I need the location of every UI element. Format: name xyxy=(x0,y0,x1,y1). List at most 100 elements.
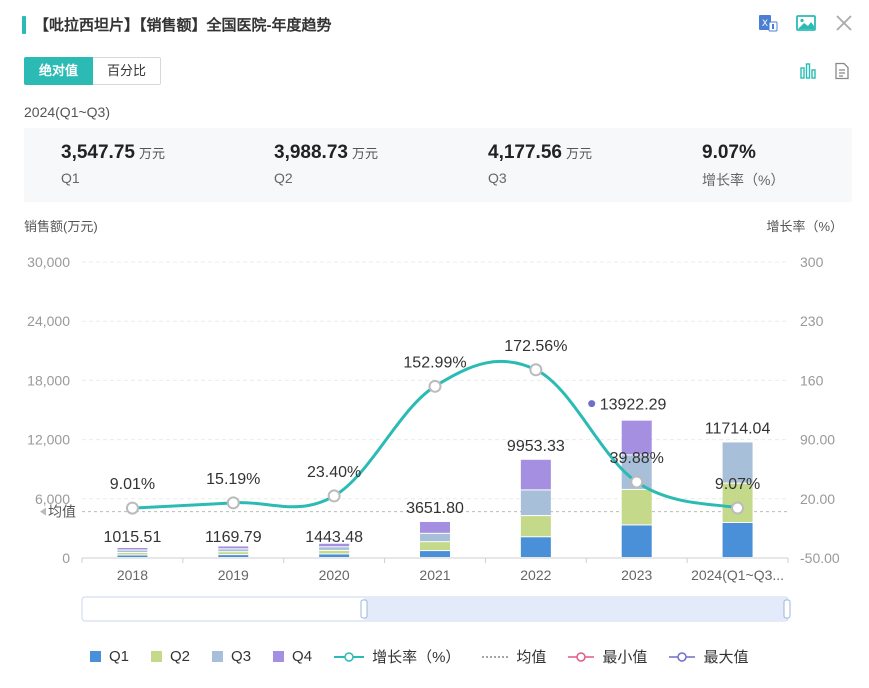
stats-panel: 3,547.75 万元 Q1 3,988.73 万元 Q2 4,177.56 万元 Q… xyxy=(24,128,852,202)
min-marker-icon xyxy=(568,651,595,662)
legend-item-q4[interactable]: Q4 xyxy=(273,648,312,665)
mode-tabs: 绝对值 百分比 xyxy=(24,57,162,85)
stat-value: 3,547.75 xyxy=(61,142,135,163)
legend-label: Q2 xyxy=(170,648,191,665)
bar-segment-q1 xyxy=(520,537,551,557)
legend-item-average[interactable]: 均值 xyxy=(482,646,546,667)
legend-label: 增长率（%） xyxy=(372,649,461,666)
stat-unit: 万元 xyxy=(138,146,165,161)
bar-segment-q4 xyxy=(520,459,551,490)
sales-trend-chart: 销售额(万元) 增长率（%） 0 -50.00 6,000 20.00 12,000 90.0… xyxy=(24,219,843,622)
growth-label: 152.99% xyxy=(403,354,466,371)
total-label: 11714.04 xyxy=(705,420,771,437)
y-tick-label: 12,000 xyxy=(27,432,70,448)
growth-label: 23.40% xyxy=(307,464,361,481)
y-tick-label: 0 xyxy=(62,550,70,566)
stat-label: Q1 xyxy=(61,170,80,186)
growth-label: 39.88% xyxy=(610,450,664,467)
bar-segment-q2 xyxy=(520,516,551,537)
bar-segment-q1 xyxy=(420,551,450,557)
y2-tick-label: -50.00 xyxy=(800,550,840,566)
stat-growth: 9.07% 增长率（%） xyxy=(702,142,784,190)
legend-swatch xyxy=(273,651,285,662)
bar-segment-q1 xyxy=(722,522,753,557)
close-icon[interactable] xyxy=(833,12,855,34)
bar-segment-q2 xyxy=(319,550,350,554)
total-label: 3651.80 xyxy=(406,500,464,517)
legend-item-min[interactable]: 最小值 xyxy=(568,646,647,667)
average-label: 均值 xyxy=(48,504,76,520)
stat-value: 3,988.73 xyxy=(274,142,348,163)
stat-label: 增长率（%） xyxy=(702,172,785,188)
stat-value: 9.07% xyxy=(702,142,756,163)
document-icon[interactable] xyxy=(831,60,853,82)
bar-chart-icon[interactable] xyxy=(797,60,819,82)
growth-label: 15.19% xyxy=(206,471,260,488)
total-label: 9953.33 xyxy=(507,438,565,455)
legend-swatch xyxy=(151,651,163,662)
total-label: 1443.48 xyxy=(305,529,363,546)
stat-label: Q3 xyxy=(488,170,507,186)
line-marker-icon xyxy=(334,651,365,662)
bar-segment-q2 xyxy=(218,552,249,555)
tab-absolute[interactable]: 绝对值 xyxy=(24,57,94,85)
growth-point xyxy=(731,501,745,515)
legend-item-q2[interactable]: Q2 xyxy=(151,648,190,665)
legend-swatch xyxy=(212,651,224,662)
y2-tick-label: 230 xyxy=(800,313,824,329)
legend-item-max[interactable]: 最大值 xyxy=(669,646,748,667)
bar-segment-q1 xyxy=(218,555,249,557)
y2-axis-title: 增长率（%） xyxy=(766,219,843,234)
max-marker-icon xyxy=(669,651,696,662)
legend-label: 最小值 xyxy=(602,649,648,666)
legend-swatch xyxy=(90,651,101,662)
growth-label: 9.01% xyxy=(110,476,155,493)
zoom-handle-left[interactable] xyxy=(360,599,368,619)
x-tick-label: 2022 xyxy=(520,567,551,583)
stat-unit: 万元 xyxy=(565,146,592,161)
legend-label: Q1 xyxy=(109,648,130,665)
bar-segment-q2 xyxy=(117,552,148,555)
stat-unit: 万元 xyxy=(351,146,378,161)
y-tick-label: 30,000 xyxy=(27,254,70,270)
legend-item-growth[interactable]: 增长率（%） xyxy=(334,646,460,667)
chart-header: 【吡拉西坦片】【销售额】全国医院-年度趋势 X xyxy=(0,0,869,52)
bar-segment-q1 xyxy=(319,554,350,557)
legend-label: Q3 xyxy=(231,648,252,665)
stat-q3: 4,177.56 万元 Q3 xyxy=(488,142,592,186)
bar-segment-q4 xyxy=(621,420,652,455)
image-export-icon[interactable] xyxy=(795,12,817,34)
bar-segment-q3 xyxy=(319,547,350,550)
legend-item-q1[interactable]: Q1 xyxy=(90,648,129,665)
stat-q1: 3,547.75 万元 Q1 xyxy=(61,142,165,186)
legend-label: Q4 xyxy=(292,648,313,665)
chart-title: 【吡拉西坦片】【销售额】全国医院-年度趋势 xyxy=(34,17,332,34)
total-label: 13922.29 xyxy=(600,397,667,414)
x-tick-label: 2018 xyxy=(117,567,148,583)
dashed-line-icon xyxy=(482,655,509,658)
y2-tick-label: 160 xyxy=(800,372,824,388)
growth-point xyxy=(327,489,341,503)
y-axis-title: 销售额(万元) xyxy=(24,219,98,234)
growth-point xyxy=(226,496,240,510)
stat-q2: 3,988.73 万元 Q2 xyxy=(274,142,378,186)
bar-segment-q4 xyxy=(218,546,249,549)
bar-segment-q4 xyxy=(420,521,450,533)
tab-percentage[interactable]: 百分比 xyxy=(93,57,162,85)
svg-text:X: X xyxy=(762,19,768,29)
legend-item-q3[interactable]: Q3 xyxy=(212,648,251,665)
excel-export-icon[interactable]: X xyxy=(757,12,779,34)
y-tick-label: 18,000 xyxy=(27,372,70,388)
stat-label: Q2 xyxy=(274,170,293,186)
stat-value: 4,177.56 xyxy=(488,142,562,163)
growth-point xyxy=(428,379,442,393)
bar-segment-q3 xyxy=(218,549,249,552)
x-tick-label: 2021 xyxy=(419,567,450,583)
zoom-slider-window[interactable] xyxy=(364,598,787,620)
growth-point xyxy=(125,501,139,515)
growth-point xyxy=(529,363,543,377)
max-marker-dot xyxy=(588,400,596,408)
zoom-handle-right[interactable] xyxy=(783,599,791,619)
bar-segment-q4 xyxy=(117,547,148,550)
total-label: 1015.51 xyxy=(104,529,162,546)
